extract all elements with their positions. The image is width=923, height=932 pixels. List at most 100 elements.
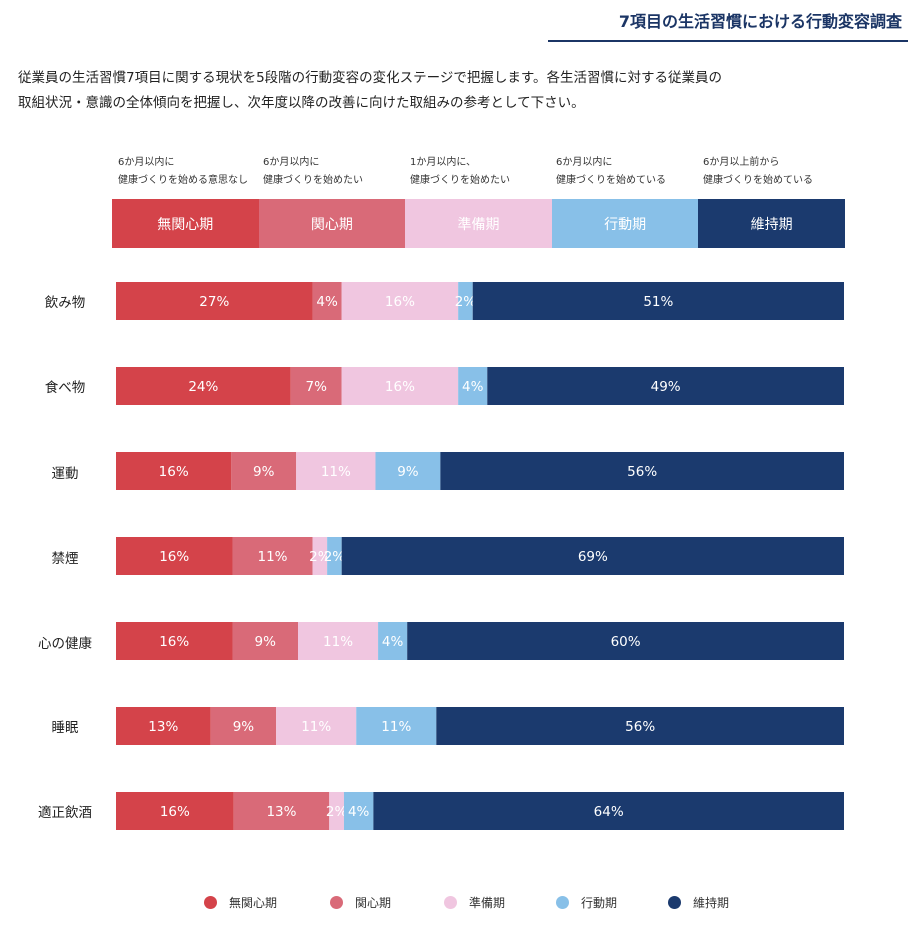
stage-desc-line: 健康づくりを始める意思なし	[118, 175, 248, 186]
stage-header-mukanshin: 無関心期	[112, 199, 259, 248]
bar-segment	[116, 367, 291, 405]
stage-desc-line: 健康づくりを始めたい	[410, 175, 510, 186]
bar-segment	[327, 537, 342, 575]
bar-segment	[232, 622, 298, 660]
legend-label: 関心期	[355, 895, 392, 910]
row-label-tabemono: 食べ物	[44, 380, 86, 396]
bar-segment	[116, 452, 232, 490]
row-label-kinen: 禁煙	[51, 551, 79, 567]
bar-segment	[472, 282, 844, 320]
bar-segment	[407, 622, 844, 660]
bar-value-label: 4%	[382, 634, 404, 650]
stage-desc-line: 健康づくりを始めている	[703, 175, 813, 186]
bar-value-label: 60%	[611, 634, 641, 650]
bar-segment	[231, 452, 297, 490]
bar-value-label: 56%	[625, 719, 655, 735]
bar-value-label: 11%	[323, 634, 353, 650]
description-line-2: 取組状況・意識の全体傾向を把握し、次年度以降の改善に向けた取組みの参考として下さ…	[18, 95, 585, 111]
legend-label: 行動期	[581, 895, 618, 910]
bar-value-label: 2%	[455, 294, 477, 310]
bar-value-label: 4%	[348, 804, 370, 820]
row-label-undou: 運動	[51, 466, 79, 482]
bar-value-label: 27%	[199, 294, 229, 310]
bar-value-label: 24%	[188, 379, 218, 395]
bar-value-label: 51%	[643, 294, 673, 310]
bar-value-label: 2%	[309, 549, 331, 565]
bar-value-label: 16%	[159, 549, 189, 565]
bar-value-label: 13%	[266, 804, 296, 820]
legend-label: 準備期	[469, 895, 506, 910]
bar-segment	[440, 452, 844, 490]
bar-value-label: 4%	[316, 294, 338, 310]
bar-segment	[116, 792, 234, 830]
bar-segment	[378, 622, 408, 660]
bar-segment	[116, 537, 233, 575]
legend-item-koudou: 行動期	[556, 892, 617, 912]
bar-value-label: 11%	[258, 549, 288, 565]
bar-segment	[232, 537, 313, 575]
legend-item-mukanshin: 無関心期	[204, 892, 277, 912]
bar-segment	[296, 452, 376, 490]
bar-segment	[312, 537, 328, 575]
stage-desc-line: 健康づくりを始めている	[556, 175, 666, 186]
bar-value-label: 13%	[148, 719, 178, 735]
legend-swatch	[204, 895, 217, 909]
bar-segment	[116, 707, 211, 745]
bar-value-label: 2%	[324, 549, 346, 565]
bar-value-label: 9%	[397, 464, 419, 480]
bar-segment	[373, 792, 844, 830]
bar-value-label: 2%	[326, 804, 348, 820]
bar-segment	[458, 282, 473, 320]
bar-segment	[210, 707, 277, 745]
bar-segment	[298, 622, 379, 660]
bar-value-label: 9%	[255, 634, 277, 650]
legend-swatch	[444, 895, 457, 909]
stage-desc-junbi: 1か月以内に、 健康づくりを始めたい	[410, 154, 560, 190]
row-label-suimin: 睡眠	[51, 720, 79, 736]
stage-desc-mukanshin: 6か月以内に 健康づくりを始める意思なし	[118, 154, 268, 190]
bar-value-label: 16%	[159, 464, 189, 480]
legend-label: 無関心期	[229, 895, 278, 910]
bar-value-label: 56%	[627, 464, 657, 480]
stage-desc-line: 健康づくりを始めたい	[263, 175, 363, 186]
legend-item-junbi: 準備期	[444, 892, 505, 912]
stage-desc-line: 6か月以上前から	[703, 157, 780, 168]
title-bar: 7項目の生活習慣における行動変容調査	[548, 0, 908, 42]
bar-segment	[312, 282, 342, 320]
bar-value-label: 16%	[385, 294, 415, 310]
legend-swatch	[556, 895, 569, 909]
stage-desc-line: 6か月以内に	[556, 157, 613, 168]
bar-segment	[436, 707, 844, 745]
bar-value-label: 11%	[381, 719, 411, 735]
bar-segment	[290, 367, 342, 405]
stage-desc-iji: 6か月以上前から 健康づくりを始めている	[703, 154, 853, 190]
bar-value-label: 9%	[253, 464, 275, 480]
legend-swatch	[668, 895, 681, 909]
stage-header-band: 無関心期 関心期 準備期 行動期 維持期	[112, 199, 845, 248]
bar-segment	[329, 792, 344, 830]
bar-value-label: 7%	[305, 379, 327, 395]
bar-value-label: 11%	[301, 719, 331, 735]
bar-segment	[341, 282, 459, 320]
row-label-nomimono: 飲み物	[44, 295, 86, 311]
stage-desc-koudou: 6か月以内に 健康づくりを始めている	[556, 154, 706, 190]
bar-value-label: 16%	[160, 804, 190, 820]
stage-desc-line: 6か月以内に	[118, 157, 175, 168]
bar-segment	[458, 367, 488, 405]
description: 従業員の生活習慣7項目に関する現状を5段階の行動変容の変化ステージで把握します。…	[18, 66, 898, 116]
row-label-inshu: 適正飲酒	[38, 805, 92, 821]
legend-label: 維持期	[693, 895, 730, 910]
stage-desc-line: 6か月以内に	[263, 157, 320, 168]
legend-swatch	[330, 895, 343, 909]
stage-header-iji: 維持期	[698, 199, 845, 248]
bar-segment	[356, 707, 437, 745]
bar-value-label: 4%	[462, 379, 484, 395]
bar-value-label: 9%	[233, 719, 255, 735]
bar-segment	[233, 792, 330, 830]
stage-header-koudou: 行動期	[551, 199, 699, 248]
legend-item-kanshin: 関心期	[330, 892, 391, 912]
bar-segment	[341, 367, 459, 405]
bar-segment	[343, 792, 374, 830]
bar-segment	[487, 367, 844, 405]
